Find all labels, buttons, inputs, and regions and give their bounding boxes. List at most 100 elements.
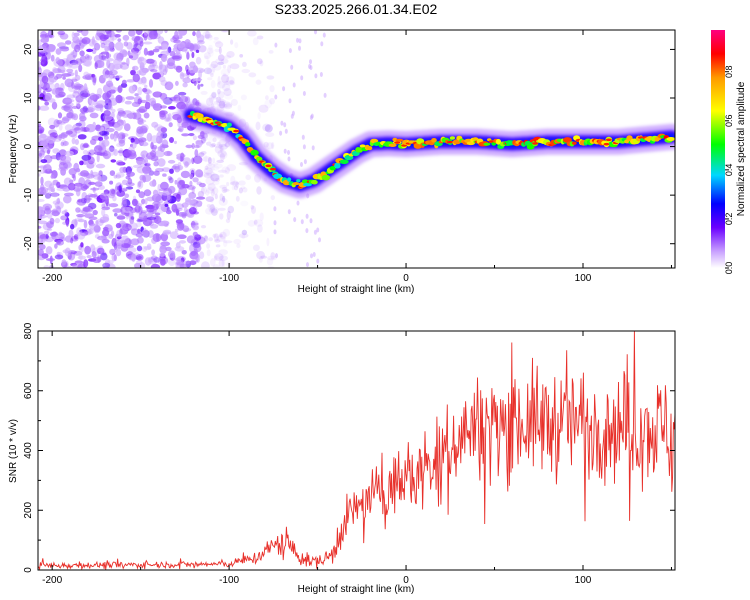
noise-blob: [113, 254, 118, 262]
noise-blob: [45, 233, 49, 240]
noise-blob: [211, 91, 217, 98]
noise-blob: [235, 181, 240, 188]
ridge-cell: [395, 138, 404, 142]
noise-blob: [87, 156, 95, 165]
noise-blob: [53, 119, 60, 128]
noise-blob: [113, 174, 118, 179]
noise-blob: [212, 66, 216, 73]
y-tick-label: 200: [23, 501, 34, 518]
noise-blob: [82, 74, 92, 80]
noise-blob: [215, 177, 221, 182]
noise-blob: [115, 222, 122, 229]
noise-blob: [103, 135, 109, 140]
noise-cloud: [38, 30, 327, 268]
noise-blob: [57, 30, 66, 36]
noise-blob: [218, 207, 226, 211]
noise-blob: [236, 243, 241, 249]
noise-blob: [60, 46, 70, 52]
noise-blob: [150, 100, 156, 107]
noise-blob: [45, 49, 55, 53]
noise-blob: [210, 165, 220, 171]
noise-blob: [49, 124, 56, 130]
noise-blob: [71, 77, 80, 81]
noise-blob: [148, 256, 155, 263]
noise-blob: [296, 200, 300, 206]
noise-blob: [175, 193, 181, 202]
noise-blob: [209, 206, 219, 214]
noise-blob: [308, 64, 312, 69]
noise-blob: [204, 236, 209, 244]
noise-blob: [81, 30, 89, 37]
noise-blob: [63, 195, 72, 204]
noise-blob: [74, 139, 79, 145]
noise-blob: [77, 255, 87, 260]
noise-blob: [99, 34, 108, 42]
noise-blob: [136, 180, 144, 189]
noise-blob: [185, 197, 192, 203]
noise-blob: [74, 58, 83, 65]
noise-blob: [49, 231, 59, 237]
noise-blob: [148, 79, 154, 88]
noise-blob: [107, 45, 113, 51]
noise-blob: [39, 105, 50, 111]
noise-blob: [127, 178, 133, 185]
noise-blob: [195, 141, 204, 146]
noise-blob: [217, 88, 221, 95]
noise-blob: [208, 136, 214, 143]
noise-blob: [44, 37, 49, 42]
noise-blob: [62, 141, 69, 146]
noise-blob: [292, 82, 296, 88]
noise-blob: [106, 59, 111, 69]
noise-blob: [207, 171, 216, 177]
noise-blob: [89, 92, 97, 101]
noise-blob: [77, 134, 87, 140]
noise-blob: [181, 133, 190, 137]
noise-blob: [229, 79, 235, 85]
noise-blob: [91, 73, 96, 78]
noise-blob: [105, 51, 110, 60]
noise-blob: [210, 92, 217, 99]
noise-blob: [110, 230, 115, 237]
noise-blob: [148, 257, 158, 265]
noise-blob: [210, 258, 216, 267]
noise-blob: [296, 37, 299, 43]
noise-blob: [46, 136, 56, 144]
noise-blob: [212, 233, 219, 239]
noise-blob: [38, 65, 41, 71]
noise-blob: [123, 150, 133, 157]
noise-blob: [221, 166, 230, 174]
noise-blob: [200, 225, 207, 229]
noise-blob: [108, 69, 118, 76]
noise-blob: [120, 235, 130, 244]
noise-blob: [159, 245, 167, 254]
noise-blob: [206, 67, 215, 76]
noise-blob: [46, 162, 51, 172]
noise-blob: [58, 149, 67, 157]
noise-blob: [132, 65, 139, 71]
noise-blob: [121, 79, 127, 85]
noise-blob: [62, 76, 66, 80]
noise-blob: [38, 236, 43, 246]
ridge-cell: [226, 122, 232, 128]
noise-blob: [73, 234, 79, 240]
noise-blob: [65, 150, 74, 156]
y-tick-label: -20: [23, 236, 34, 251]
noise-blob: [153, 170, 160, 176]
noise-blob: [205, 196, 215, 203]
noise-blob: [220, 100, 231, 108]
noise-blob: [195, 49, 200, 54]
noise-blob: [79, 36, 84, 45]
ridge-cell: [491, 142, 497, 146]
noise-blob: [175, 80, 179, 86]
noise-blob: [86, 48, 94, 53]
noise-blob: [96, 30, 106, 38]
spectrogram-frame: [37, 29, 676, 269]
noise-blob: [94, 234, 100, 239]
noise-blob: [44, 168, 53, 174]
noise-blob: [89, 194, 98, 198]
noise-blob: [169, 137, 174, 143]
noise-blob: [226, 261, 231, 268]
noise-blob: [66, 68, 74, 73]
noise-blob: [160, 241, 171, 247]
noise-blob: [56, 240, 64, 246]
